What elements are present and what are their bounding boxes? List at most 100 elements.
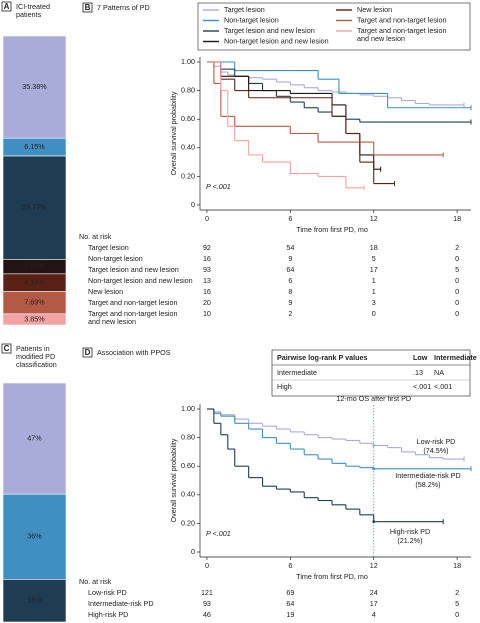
bar-segment — [2, 35, 67, 139]
y-tick-label: 0 — [191, 200, 195, 209]
risk-row-label: High-risk PD — [88, 610, 128, 619]
risk-count: 93 — [203, 599, 211, 608]
risk-count: 0 — [455, 309, 459, 318]
y-tick-label: 0.40 — [181, 490, 195, 499]
risk-count: 8 — [288, 287, 292, 296]
risk-count: 17 — [370, 265, 378, 274]
survival-curve — [206, 408, 472, 472]
panel-letter-box — [1, 343, 12, 354]
landmark-point — [372, 467, 376, 471]
risk-count: 5 — [455, 599, 459, 608]
risk-count: 64 — [286, 265, 294, 274]
x-tick-label: 6 — [288, 214, 292, 223]
value-label: 36% — [27, 532, 42, 541]
survival-curve — [206, 408, 444, 525]
annotation: P <.001 — [206, 182, 231, 191]
risk-row-label: New lesion — [88, 287, 123, 296]
survival-curve — [206, 61, 444, 158]
panel-letter: A — [4, 2, 10, 11]
risk-count: 64 — [286, 599, 294, 608]
survival-curve — [206, 61, 465, 108]
landmark-point — [372, 444, 376, 447]
risk-count: 0 — [455, 610, 459, 619]
panel-letter-box — [82, 347, 93, 358]
legend-label: Non-target lesion and new lesion — [224, 36, 329, 45]
bar-segment — [2, 382, 67, 495]
risk-count: 19 — [286, 610, 294, 619]
risk-count: 93 — [203, 265, 211, 274]
risk-count: 16 — [203, 287, 211, 296]
risk-count: 17 — [370, 599, 378, 608]
legend-label: Target lesion — [224, 5, 265, 14]
x-tick-label: 12 — [370, 561, 378, 570]
panel-title: Association with PPOS — [97, 348, 171, 357]
legend-label: Target lesion and new lesion — [224, 26, 315, 35]
landmark-label: 12-mo OS after first PD — [336, 394, 411, 403]
table-cell: .13 — [413, 368, 423, 377]
curve-value-label: (74.5%) — [423, 446, 448, 455]
survival-curve — [206, 61, 365, 191]
risk-count: 92 — [203, 243, 211, 252]
y-axis-label: Overall survival probability — [169, 91, 178, 175]
risk-count: 2 — [288, 309, 292, 318]
y-tick-label: 1.00 — [181, 57, 195, 66]
risk-count: 1 — [372, 276, 376, 285]
value-label: 6.15% — [24, 278, 45, 287]
curve-label: Low-risk PD — [417, 437, 456, 446]
risk-row-label: Non-target lesion and new lesion — [88, 276, 193, 285]
risk-count: 0 — [455, 298, 459, 307]
y-axis-label: Overall survival probability — [169, 438, 178, 522]
table-row-name: Intermediate — [277, 368, 317, 377]
value-label: 18% — [27, 596, 42, 605]
risk-count: 18 — [370, 243, 378, 252]
legend-label: New lesion — [357, 5, 392, 14]
risk-count: 4 — [372, 610, 376, 619]
curve-label: High-risk PD — [390, 527, 430, 536]
risk-count: 24 — [370, 588, 378, 597]
table-cell: NA — [434, 368, 444, 377]
legend-label: Target and non-target lesion — [357, 15, 447, 24]
risk-title: No. at risk — [79, 232, 112, 241]
risk-count: 5 — [372, 254, 376, 263]
value-label: 35.38% — [22, 82, 47, 91]
y-tick-label: 0.60 — [181, 461, 195, 470]
risk-count: 54 — [286, 243, 294, 252]
value-label: 3.85% — [24, 314, 45, 323]
risk-count: 9 — [288, 298, 292, 307]
table-column: Low — [413, 353, 428, 362]
risk-count: 20 — [203, 298, 211, 307]
landmark-point — [372, 520, 376, 524]
y-tick-label: 0.40 — [181, 143, 195, 152]
risk-count: 0 — [455, 287, 459, 296]
x-axis-label: Time from first PD, mo — [296, 572, 368, 581]
legend-label: Target and non-target lesion and new les… — [357, 26, 449, 43]
risk-count: 9 — [288, 254, 292, 263]
risk-row-label: Intermediate-risk PD — [88, 599, 154, 608]
y-tick-label: 0.80 — [181, 86, 195, 95]
survival-curve — [206, 61, 472, 125]
risk-count: 1 — [372, 287, 376, 296]
risk-count: 69 — [286, 588, 294, 597]
x-tick-label: 0 — [205, 561, 209, 570]
x-axis-label: Time from first PD, mo — [296, 225, 368, 234]
annotation: P <.001 — [206, 529, 231, 538]
risk-count: 10 — [203, 309, 211, 318]
x-tick-label: 0 — [205, 214, 209, 223]
x-tick-label: 18 — [453, 561, 461, 570]
pvalue-table-box — [271, 349, 471, 397]
bar-segment — [2, 313, 67, 326]
value-label: 5.00% — [24, 262, 45, 271]
curve-value-label: (21.2%) — [397, 536, 422, 545]
risk-count: 3 — [372, 298, 376, 307]
panel-title: Patients in modified PD classification — [16, 344, 57, 369]
risk-row-label: Target and non-target lesion — [88, 298, 178, 307]
x-tick-label: 12 — [370, 214, 378, 223]
risk-count: 46 — [203, 610, 211, 619]
bar-segment — [2, 155, 67, 260]
panel-letter: B — [85, 3, 91, 12]
risk-count: 16 — [203, 254, 211, 263]
x-tick-label: 6 — [288, 561, 292, 570]
table-cell: <.001 — [413, 382, 431, 391]
y-tick-label: 0 — [191, 547, 195, 556]
